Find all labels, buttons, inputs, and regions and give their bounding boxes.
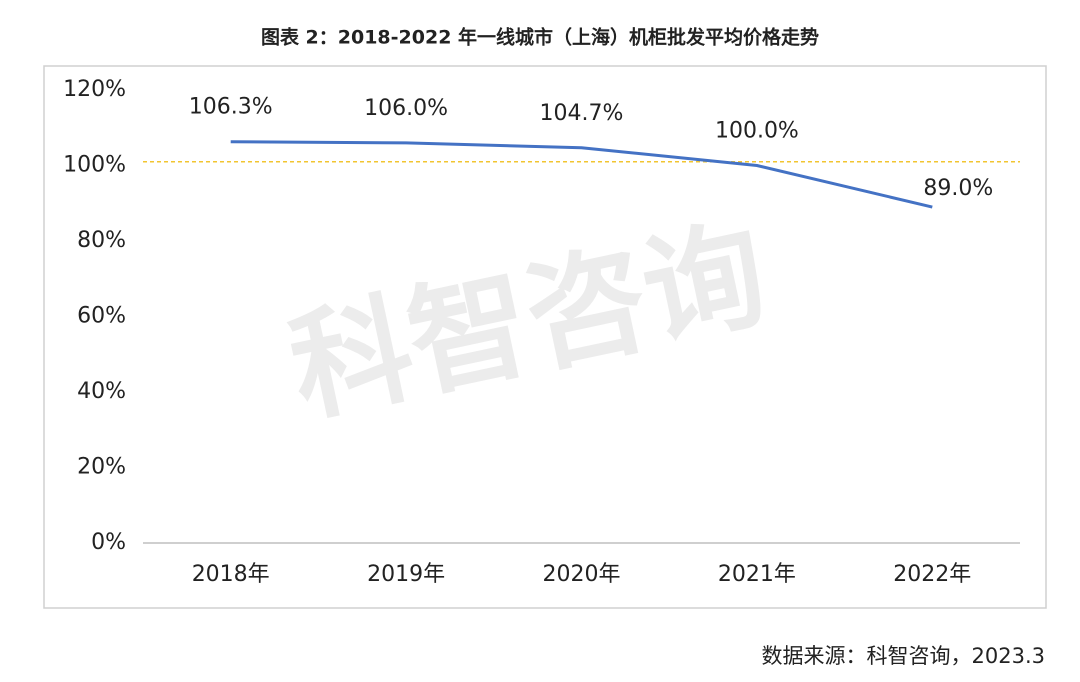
y-tick-label: 80% xyxy=(77,228,126,253)
y-tick-label: 20% xyxy=(77,455,126,480)
y-tick-label: 120% xyxy=(63,77,126,102)
y-tick-label: 100% xyxy=(63,153,126,178)
data-label: 89.0% xyxy=(923,176,993,201)
y-tick-label: 0% xyxy=(91,530,126,555)
x-tick-label: 2022年 xyxy=(893,562,971,587)
chart-frame xyxy=(43,65,1047,609)
watermark: 科智咨询 xyxy=(279,204,777,440)
data-label: 106.3% xyxy=(189,95,273,120)
x-tick-label: 2019年 xyxy=(367,562,445,587)
data-label: 106.0% xyxy=(364,96,448,121)
source-note: 数据来源：科智咨询，2023.3 xyxy=(762,644,1045,668)
x-tick-label: 2018年 xyxy=(192,562,270,587)
data-label: 100.0% xyxy=(715,119,799,144)
y-tick-label: 60% xyxy=(77,304,126,329)
y-tick-label: 40% xyxy=(77,379,126,404)
data-line xyxy=(230,140,933,209)
chart-title: 图表 2：2018-2022 年一线城市（上海）机柜批发平均价格走势 xyxy=(261,26,819,49)
x-tick-label: 2021年 xyxy=(718,562,796,587)
x-tick-label: 2020年 xyxy=(543,562,621,587)
data-label: 104.7% xyxy=(540,101,624,126)
